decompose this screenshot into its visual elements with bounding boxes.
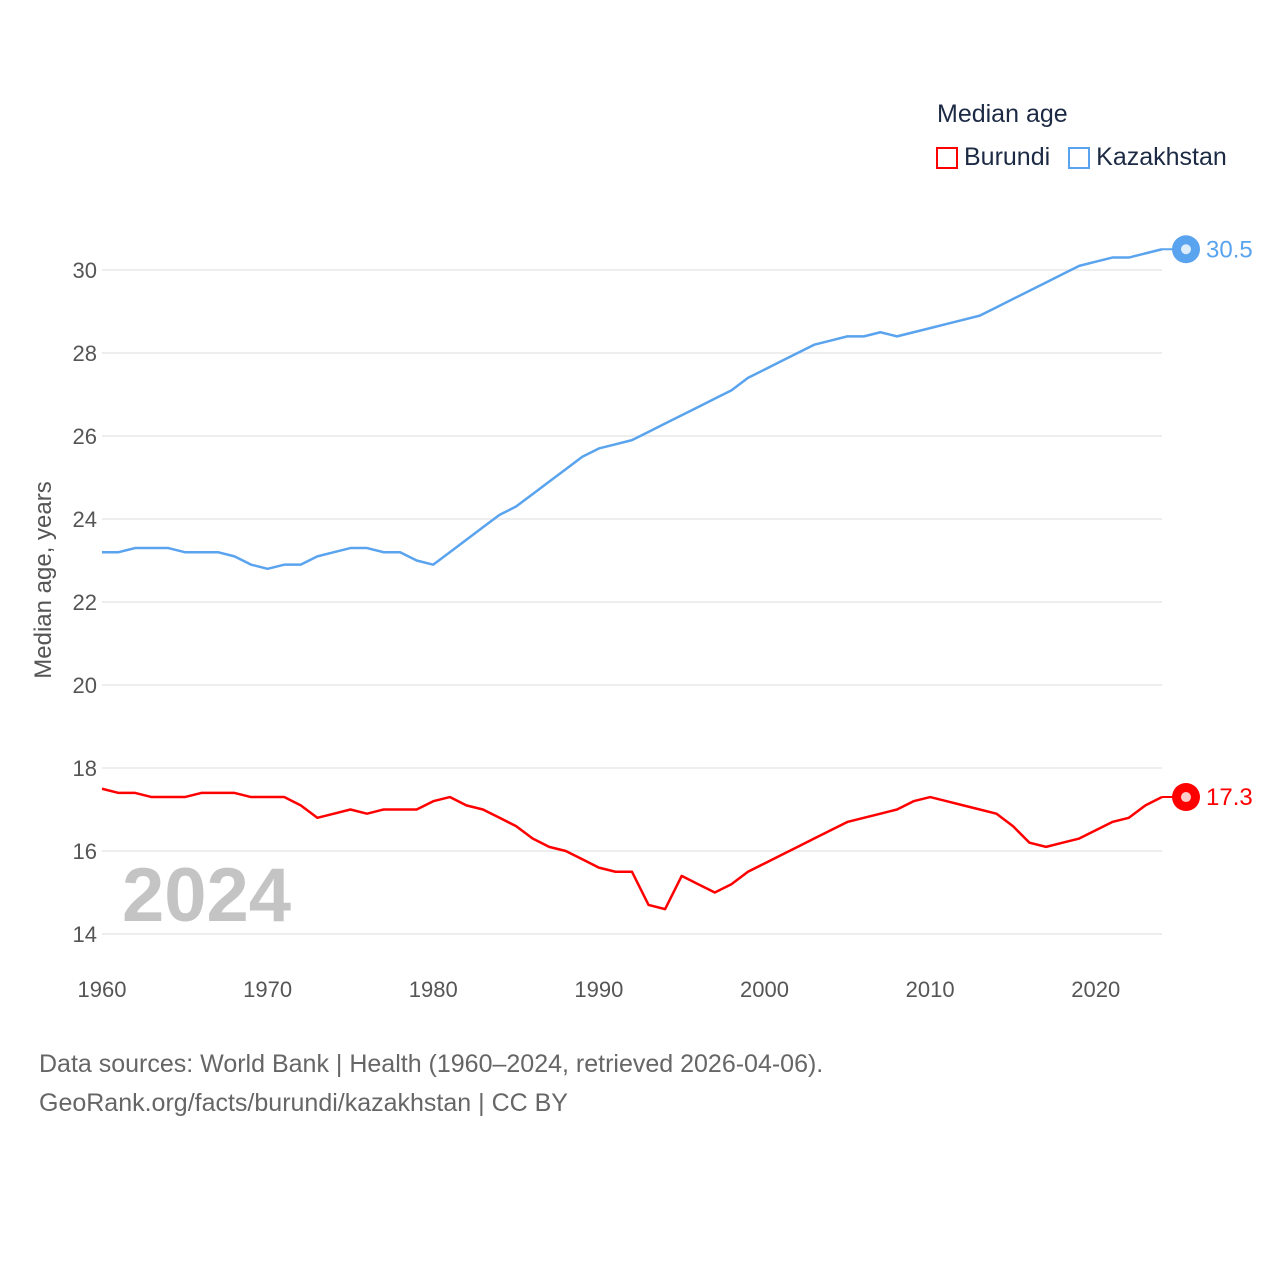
legend-title: Median age (937, 100, 1068, 128)
y-tick-label: 22 (73, 590, 97, 615)
series-line-kazakhstan (102, 248, 1163, 571)
x-tick-label: 1980 (409, 977, 458, 1002)
source-note: Data sources: World Bank | Health (1960–… (39, 1045, 823, 1123)
legend-item-burundi[interactable]: Burundi (936, 143, 1050, 172)
y-tick-label: 28 (73, 341, 97, 366)
source-line: Data sources: World Bank | Health (1960–… (39, 1050, 824, 1078)
y-tick-label: 24 (73, 507, 97, 532)
legend: Burundi Kazakhstan (936, 143, 1227, 172)
flag-emblem-icon (1181, 792, 1191, 803)
x-tick-label: 1960 (78, 977, 127, 1002)
legend-swatch (1068, 146, 1091, 169)
end-value-label: 17.3 (1206, 784, 1253, 811)
current-year-watermark: 2024 (122, 853, 292, 938)
x-tick-label: 2000 (740, 977, 789, 1002)
legend-label: Kazakhstan (1096, 143, 1227, 171)
y-tick-label: 30 (73, 258, 97, 283)
source-link[interactable]: GeoRank.org/facts/burundi/kazakhstan | C… (39, 1089, 568, 1117)
legend-item-kazakhstan[interactable]: Kazakhstan (1068, 143, 1227, 172)
legend-swatch (936, 146, 958, 169)
legend-label: Burundi (964, 143, 1051, 171)
y-tick-label: 20 (73, 673, 97, 698)
end-value-label: 30.5 (1206, 236, 1253, 263)
series-line-burundi (101, 787, 1163, 911)
x-tick-label: 2010 (906, 977, 955, 1002)
y-tick-label: 16 (73, 839, 97, 864)
y-tick-label: 14 (73, 922, 97, 947)
y-tick-label: 26 (73, 424, 97, 449)
x-tick-label: 2020 (1071, 977, 1120, 1002)
y-axis-label: Median age, years (30, 481, 57, 678)
x-tick-label: 1970 (243, 977, 292, 1002)
y-tick-label: 18 (73, 756, 97, 781)
flag-emblem-icon (1181, 244, 1191, 255)
x-tick-label: 1990 (574, 977, 623, 1002)
